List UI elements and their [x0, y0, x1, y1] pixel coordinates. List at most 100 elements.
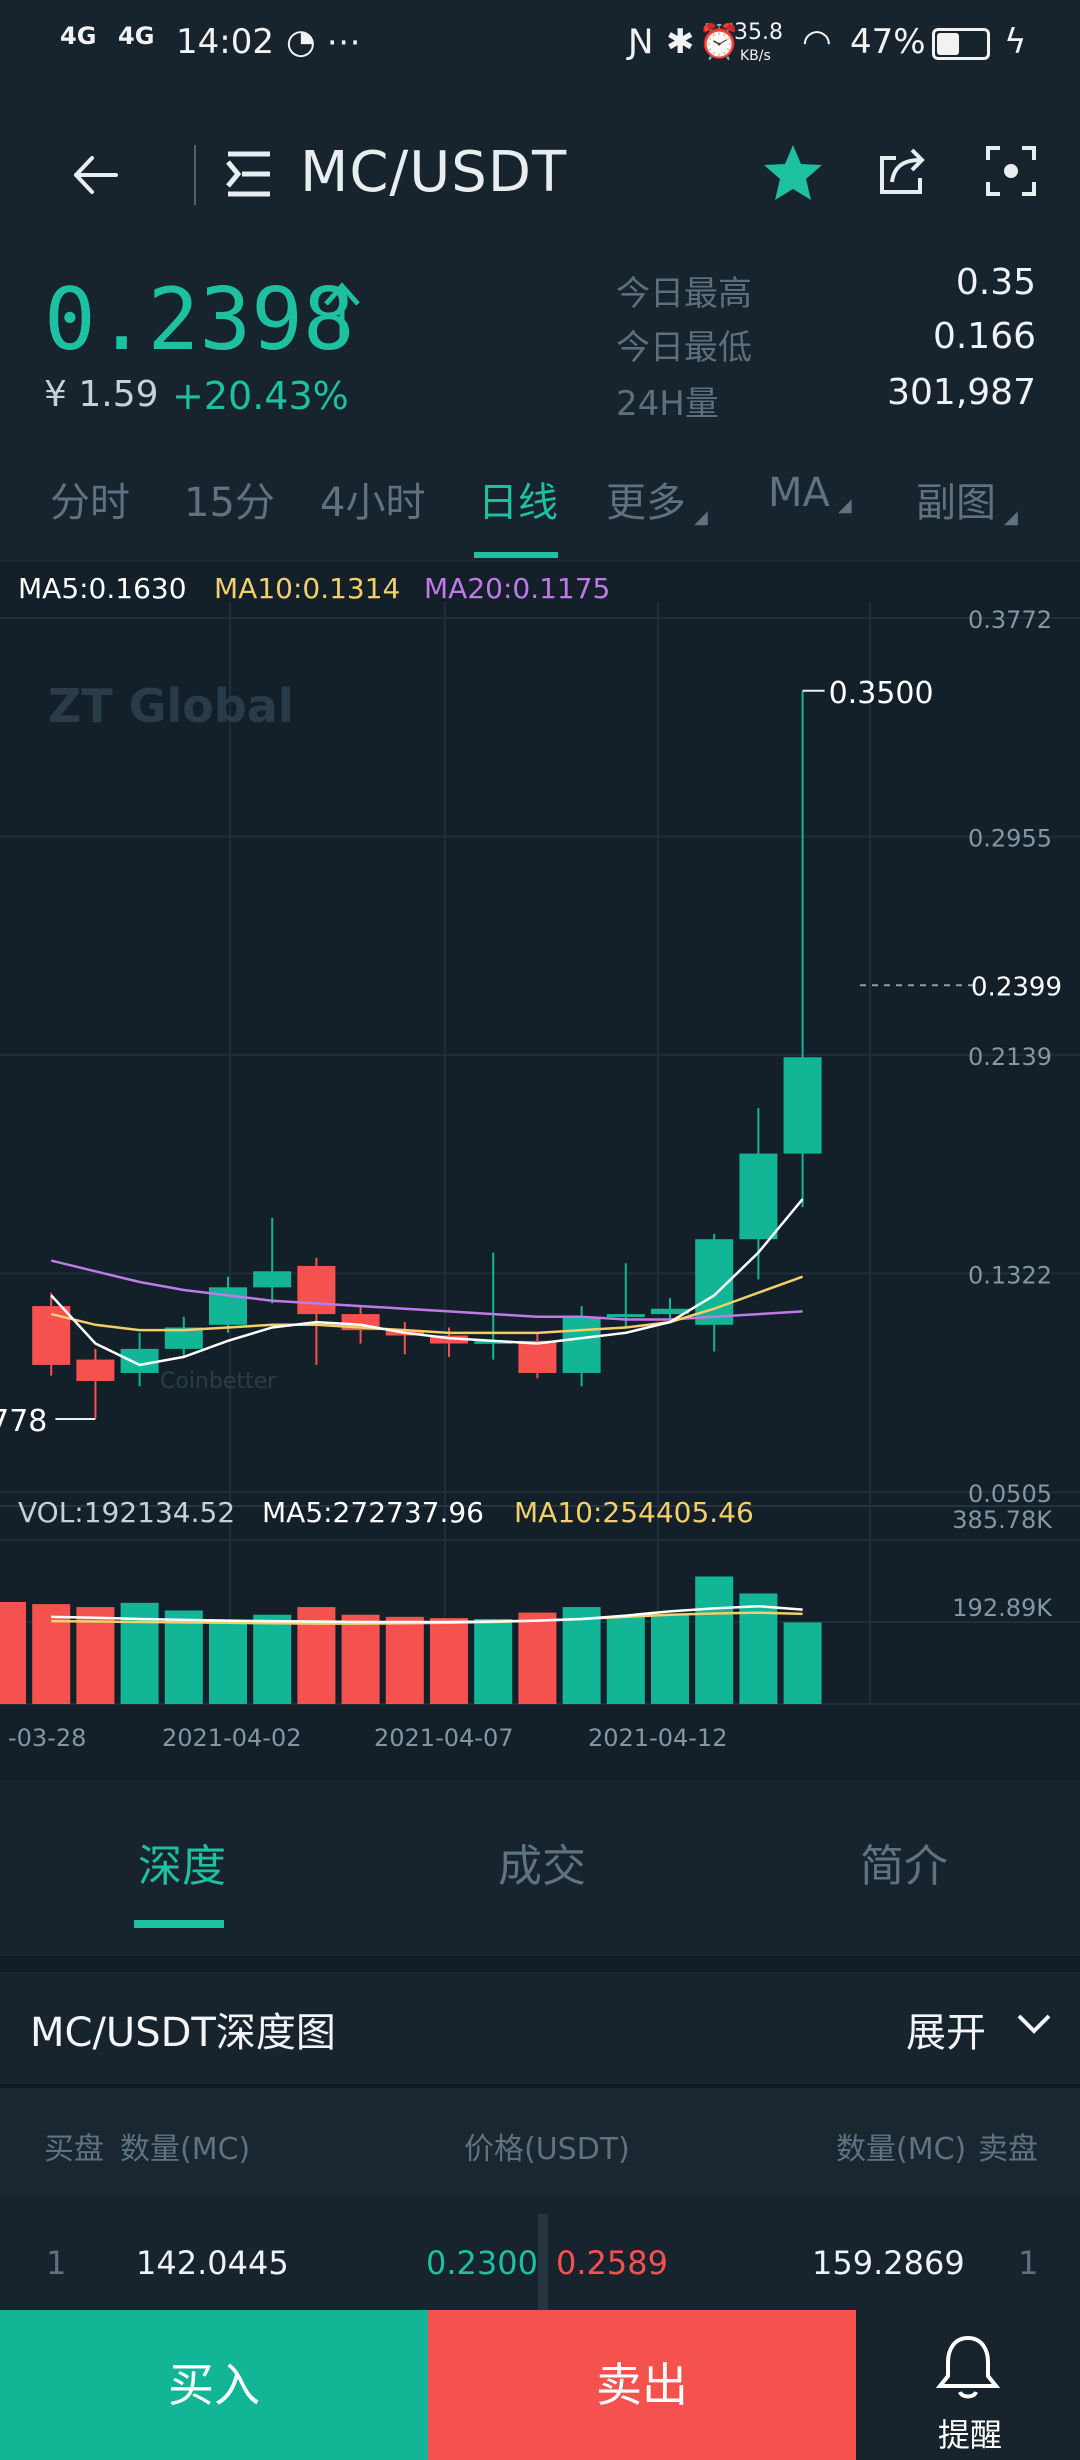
remind-label: 提醒 — [938, 2416, 1003, 2454]
screenshot-icon[interactable] — [986, 146, 1036, 196]
section-divider — [0, 1956, 1080, 1972]
price-axis-label: 0.2955 — [968, 825, 1052, 853]
current-price-tag: 0.2399 — [971, 972, 1062, 1002]
col-price: 价格(USDT) — [464, 2132, 630, 2167]
min-price-label: 0.0778 — [0, 1404, 47, 1439]
tab-sub-chart[interactable]: 副图 ◢ — [916, 470, 1018, 528]
ask-index: 1 — [1018, 2244, 1039, 2282]
tab-depth[interactable]: 深度 — [138, 1841, 226, 1892]
candlestick-series — [32, 690, 975, 1419]
volume-bar — [253, 1614, 292, 1704]
price-axis-label: 0.2139 — [968, 1043, 1052, 1071]
price-axis-label: 0.0505 — [968, 1480, 1052, 1508]
net-speed-unit: KB/s — [740, 48, 771, 64]
legend-vol-ma5: MA5:272737.96 — [262, 1496, 484, 1529]
bottom-action-bar: 买入 卖出 提醒 — [0, 2310, 1080, 2460]
volume-bar — [76, 1607, 115, 1704]
header-divider-line — [0, 2084, 1080, 2088]
bid-quantity: 142.0445 — [136, 2244, 289, 2282]
volume-bar — [474, 1618, 513, 1704]
status-bar: 4G 4G 14:02 ◔ ⋯ Ɲ ✱ ⏰ 35.8 KB/s ◠ 47% ϟ — [0, 0, 1080, 90]
kline-chart[interactable]: ZT Global Coinbetter 0.3772 0.2955 0.2139 0… — [0, 562, 1080, 1780]
volume-bar — [209, 1621, 247, 1704]
interval-tabs: 分时 15分 4小时 日线 更多 ◢ MA ◢ 副图 ◢ — [0, 440, 1080, 561]
nfc-icon: Ɲ — [628, 22, 654, 62]
active-tab-underline — [474, 552, 558, 558]
candle-body — [783, 1057, 822, 1154]
volume-bar — [430, 1618, 468, 1704]
volume-bar — [783, 1622, 822, 1704]
candle-body — [474, 1340, 513, 1344]
legend-vol-ma10: MA10:254405.46 — [514, 1496, 754, 1529]
bid-price: 0.2300 — [426, 2244, 538, 2282]
depth-tab-underline — [134, 1920, 224, 1928]
high-value: 0.35 — [955, 262, 1036, 303]
date-axis-label: 2021-04-02 — [162, 1724, 301, 1752]
tab-ma[interactable]: MA ◢ — [768, 470, 852, 516]
ma-lines — [50, 1198, 804, 1367]
clock: 14:02 — [176, 22, 274, 62]
share-icon[interactable] — [876, 144, 928, 198]
watermark-logo: ZT Global — [48, 679, 294, 733]
top-app-bar: MC/USDT — [0, 90, 1080, 260]
tab-trades[interactable]: 成交 — [498, 1841, 586, 1892]
volume-bar — [32, 1604, 71, 1704]
pair-menu-icon[interactable] — [224, 148, 274, 200]
date-axis-label: -03-28 — [8, 1724, 86, 1752]
volume-bar — [0, 1601, 26, 1704]
watermark-sub: Coinbetter — [160, 1369, 277, 1394]
ma5-line — [50, 1198, 804, 1367]
buy-button[interactable]: 买入 — [0, 2310, 428, 2460]
high-label: 今日最高 — [616, 274, 752, 314]
header-divider — [194, 145, 196, 205]
page-title[interactable]: MC/USDT — [300, 140, 568, 205]
date-axis-label: 2021-04-07 — [374, 1724, 513, 1752]
candle-body — [76, 1359, 115, 1381]
price-summary: 0.2398 ¥ 1.59 +20.43% 今日最高 0.35 今日最低 0.1… — [0, 240, 1080, 440]
col-buy: 买盘 — [44, 2132, 104, 2167]
chart-grid — [0, 602, 1080, 1705]
col-sell: 卖盘 — [978, 2132, 1038, 2167]
tab-more[interactable]: 更多 ◢ — [606, 470, 708, 528]
kline-chart-area[interactable]: ZT Global Coinbetter 0.3772 0.2955 0.2139 0… — [0, 562, 1080, 1780]
remind-button[interactable]: 提醒 — [856, 2310, 1080, 2460]
vol-axis-label: 192.89K — [952, 1594, 1053, 1622]
low-label: 今日最低 — [616, 328, 752, 368]
chevron-down-icon[interactable] — [1016, 2012, 1052, 2036]
tab-4h[interactable]: 4小时 — [320, 480, 426, 526]
battery-icon — [932, 28, 990, 60]
volume-series — [0, 1576, 822, 1704]
legend-vol: VOL:192134.52 — [18, 1496, 235, 1529]
tab-more-label: 更多 — [606, 480, 686, 526]
candle-body — [120, 1348, 159, 1373]
bell-icon — [936, 2335, 1000, 2399]
volume-24h-value: 301,987 — [887, 372, 1036, 413]
tab-intro[interactable]: 简介 — [860, 1841, 948, 1892]
order-book-row[interactable]: 1 142.0445 0.2300 0.2589 159.2869 1 — [0, 2200, 1080, 2310]
volume-bar — [341, 1614, 380, 1704]
signal-icon-1: 4G — [60, 22, 97, 50]
net-speed: 35.8 — [734, 20, 783, 45]
candle-body — [253, 1271, 292, 1288]
max-price-label: 0.3500 — [829, 676, 934, 711]
tab-daily[interactable]: 日线 — [478, 480, 558, 526]
expand-label: 展开 — [906, 2010, 986, 2056]
volume-24h-label: 24H量 — [616, 384, 719, 424]
col-qty-buy: 数量(MC) — [120, 2132, 251, 2167]
tab-15m[interactable]: 15分 — [184, 480, 275, 526]
sell-button[interactable]: 卖出 — [428, 2310, 856, 2460]
battery-percent: 47% — [850, 22, 926, 62]
expand-button[interactable]: 展开 — [906, 2000, 986, 2058]
volume-bar — [695, 1576, 734, 1704]
triangle-icon: ◢ — [694, 507, 708, 528]
back-arrow-icon[interactable] — [68, 150, 122, 200]
volume-bar — [651, 1614, 689, 1704]
ma10-line — [50, 1275, 804, 1335]
favorite-star-icon[interactable] — [762, 142, 824, 204]
volume-bar — [164, 1610, 203, 1704]
price-axis-label: 0.3772 — [968, 606, 1052, 634]
vol-axis-label: 385.78K — [952, 1506, 1053, 1534]
tab-timeshare[interactable]: 分时 — [50, 480, 130, 526]
volume-bar — [385, 1616, 424, 1704]
